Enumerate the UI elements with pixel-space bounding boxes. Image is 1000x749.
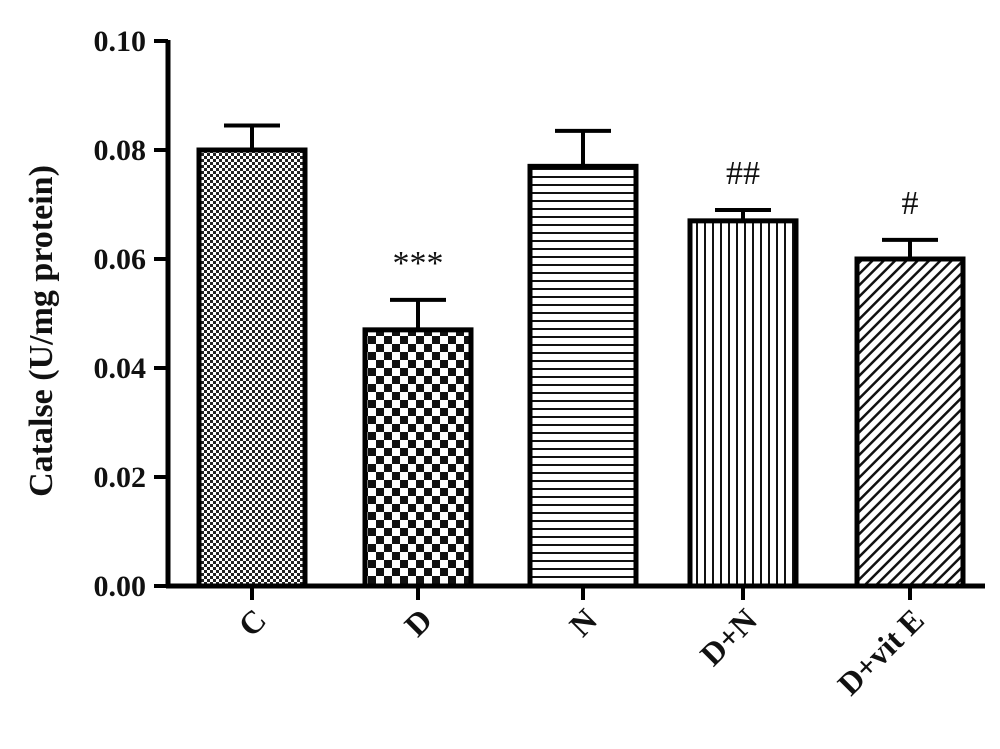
y-tick-label: 0.00 [94,570,147,603]
bar-d-n [687,218,799,589]
y-tick-label: 0.10 [94,25,147,58]
y-tick-label: 0.04 [94,352,147,385]
y-tick-label: 0.08 [94,134,147,167]
x-tick-label: D+vit E [830,601,931,702]
bar-n [527,163,639,589]
plot-area [196,123,966,589]
significance-label: ## [726,155,760,192]
x-tick-label: D+N [693,601,764,672]
bar-d [362,327,474,589]
y-tick-label: 0.06 [94,243,147,276]
y-tick-label: 0.02 [94,461,147,494]
x-tick-label: N [562,601,604,643]
significance-label: # [902,185,919,222]
x-tick-label: D [397,601,439,643]
bar-d-vit-e [854,256,966,589]
bar-c [196,147,308,589]
significance-label: *** [393,245,444,282]
y-axis-title: Catalse (U/mg protein) [23,165,60,497]
x-tick-label: C [231,601,273,643]
